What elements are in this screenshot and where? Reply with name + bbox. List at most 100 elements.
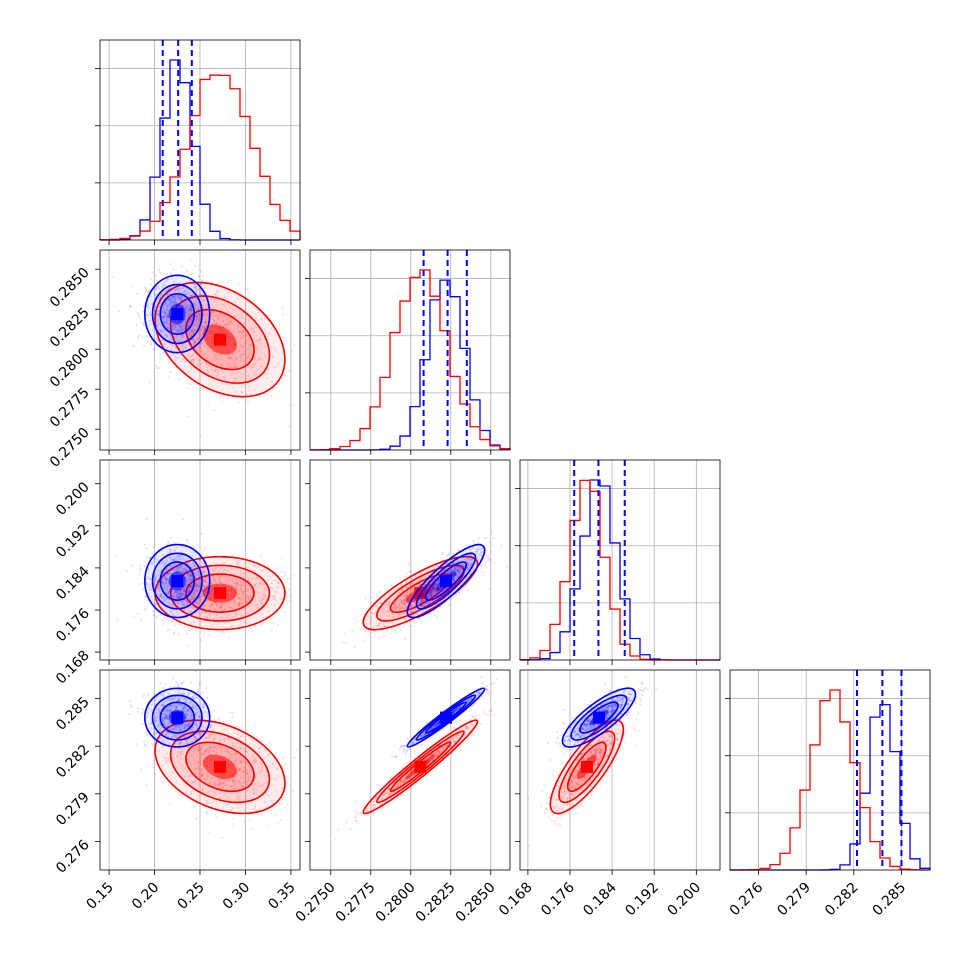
sample-point-red (458, 571, 461, 574)
sample-point-blue (130, 564, 133, 567)
sample-point-blue (177, 297, 180, 301)
sample-point-red (220, 400, 224, 404)
sample-point-red (245, 621, 248, 624)
sample-point-red (385, 610, 388, 613)
sample-point-blue (172, 323, 175, 326)
sample-point-red (256, 348, 259, 351)
sample-point-blue (414, 605, 417, 608)
sample-point-blue (189, 578, 192, 581)
sample-point-red (245, 377, 248, 380)
sample-point-blue (153, 603, 157, 606)
sample-point-blue (183, 593, 186, 596)
sample-point-red (420, 572, 423, 575)
sample-point-blue (196, 584, 199, 587)
sample-point-blue (469, 548, 472, 552)
sample-point-red (247, 389, 250, 392)
sample-point-blue (175, 556, 178, 559)
sample-point-blue (435, 564, 438, 567)
sample-point-red (404, 606, 407, 610)
sample-point-red (238, 603, 241, 606)
sample-point-red (388, 609, 391, 613)
sample-point-red (231, 607, 235, 610)
sample-point-red (267, 610, 271, 613)
sample-point-red (216, 295, 219, 298)
sample-point-red (191, 555, 194, 558)
sample-point-blue (190, 551, 193, 554)
sample-point-blue (182, 333, 185, 336)
sample-point-red (232, 362, 235, 366)
sample-point-red (387, 601, 391, 604)
sample-point-red (178, 296, 181, 299)
sample-point-red (419, 577, 422, 580)
sample-point-red (269, 586, 272, 589)
sample-point-red (401, 575, 404, 578)
sample-point-blue (187, 587, 191, 590)
sample-point-red (369, 622, 372, 625)
sample-point-red (197, 312, 200, 316)
sample-point-blue (179, 592, 182, 595)
sample-point-red (261, 613, 264, 616)
sample-point-red (216, 371, 219, 374)
sample-point-red (204, 546, 207, 549)
sample-point-red (135, 743, 138, 746)
sample-point-blue (156, 313, 159, 316)
sample-point-red (181, 368, 184, 371)
sample-point-red (400, 589, 403, 592)
sample-point-red (394, 607, 397, 610)
sample-point-blue (192, 569, 195, 573)
sample-point-red (259, 555, 263, 558)
sample-point-blue (167, 572, 170, 575)
sample-point-red (387, 603, 390, 606)
sample-point-red (263, 587, 266, 590)
sample-point-red (392, 608, 395, 612)
sample-point-blue (154, 274, 158, 277)
sample-point-red (216, 315, 220, 318)
sample-point-blue (428, 612, 432, 615)
sample-point-blue (203, 579, 206, 582)
sample-point-red (222, 632, 226, 635)
sample-point-red (244, 341, 247, 344)
sample-point-red (190, 334, 193, 337)
sample-point-blue (169, 334, 172, 337)
sample-point-red (145, 597, 148, 600)
sample-point-blue (189, 294, 193, 297)
sample-point-blue (178, 569, 181, 572)
sample-point-red (203, 603, 206, 606)
sample-point-blue (157, 312, 160, 316)
sample-point-blue (177, 288, 180, 291)
sample-point-red (168, 628, 171, 631)
sample-point-red (291, 790, 295, 793)
sample-point-red (214, 608, 218, 611)
sample-point-red (288, 369, 291, 373)
sample-point-blue (166, 293, 169, 296)
sample-point-blue (186, 580, 189, 583)
sample-point-red (419, 572, 422, 575)
sample-point-red (223, 602, 226, 605)
sample-point-blue (160, 596, 163, 600)
sample-point-blue (184, 290, 187, 293)
sample-point-blue (418, 601, 421, 605)
sample-point-blue (179, 554, 182, 558)
sample-point-red (177, 596, 180, 600)
sample-point-blue (169, 537, 172, 540)
sample-point-blue (145, 582, 148, 586)
sample-point-blue (165, 322, 168, 325)
sample-point-blue (167, 584, 170, 588)
sample-point-blue (153, 598, 157, 601)
sample-point-red (252, 331, 255, 334)
sample-point-blue (191, 297, 194, 300)
sample-point-blue (165, 308, 169, 311)
sample-point-red (211, 603, 214, 606)
sample-point-red (241, 331, 244, 334)
sample-point-red (229, 365, 232, 368)
sample-point-red (241, 602, 244, 605)
sample-point-red (206, 370, 209, 374)
sample-point-red (409, 604, 413, 607)
sample-point-blue (426, 597, 429, 600)
sample-point-blue (194, 312, 197, 315)
sample-point-blue (172, 268, 175, 271)
sample-point-red (371, 611, 374, 614)
sample-point-red (144, 595, 147, 598)
sample-point-red (376, 624, 379, 627)
sample-point-blue (129, 305, 133, 308)
